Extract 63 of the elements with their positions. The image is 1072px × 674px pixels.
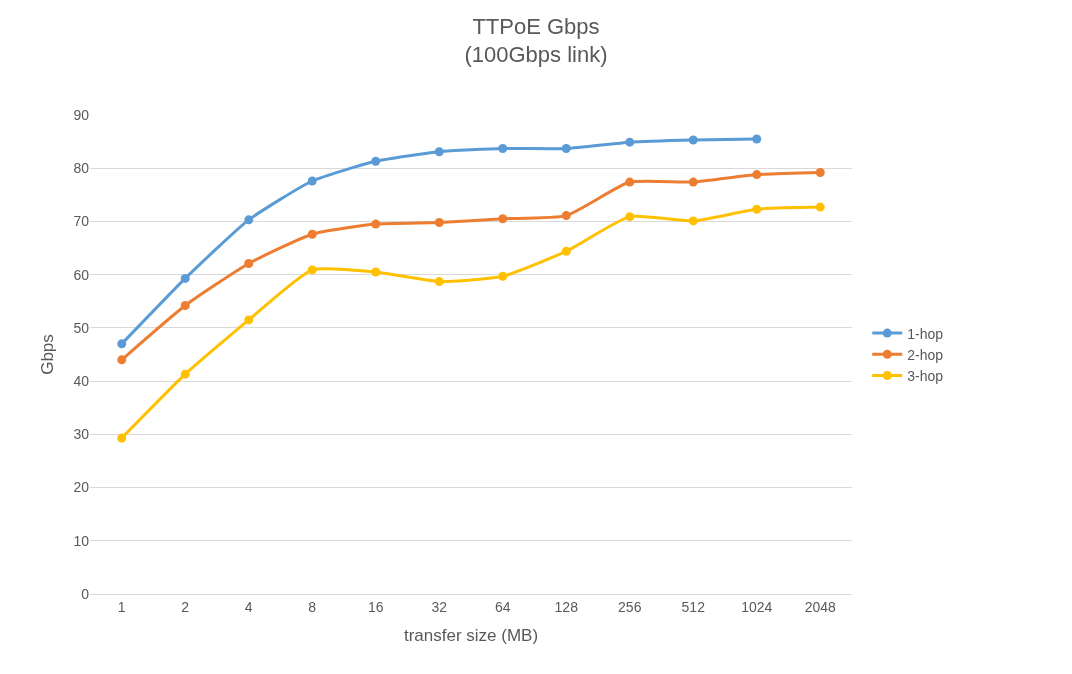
point bbox=[625, 177, 635, 187]
y-tick-label: 80 bbox=[73, 160, 90, 177]
y-tick-label: 70 bbox=[73, 213, 90, 230]
chart-title: TTPoE Gbps (100Gbps link) bbox=[464, 13, 608, 68]
x-tick-label: 256 bbox=[618, 598, 642, 615]
point bbox=[117, 433, 127, 443]
point bbox=[307, 265, 317, 275]
legend-label: 3-hop bbox=[907, 367, 944, 384]
y-tick-label: 20 bbox=[73, 479, 90, 496]
point bbox=[244, 215, 254, 225]
legend-label: 2-hop bbox=[907, 346, 944, 363]
point bbox=[244, 258, 254, 268]
point bbox=[307, 229, 317, 239]
point bbox=[688, 216, 698, 226]
point bbox=[561, 144, 571, 154]
point bbox=[434, 277, 444, 287]
point bbox=[625, 212, 635, 222]
y-tick-label: 40 bbox=[73, 373, 90, 390]
y-tick-label: 10 bbox=[73, 532, 90, 549]
point bbox=[561, 211, 571, 221]
point bbox=[752, 134, 762, 144]
point bbox=[498, 271, 508, 281]
y-tick-label: 60 bbox=[73, 266, 90, 283]
point bbox=[688, 135, 698, 145]
y-tick-label: 90 bbox=[73, 106, 90, 123]
x-tick-label: 1024 bbox=[741, 598, 773, 615]
point bbox=[371, 156, 381, 166]
legend-label: 1-hop bbox=[907, 325, 944, 342]
x-tick-label: 2048 bbox=[804, 598, 837, 615]
point bbox=[498, 214, 508, 224]
point bbox=[117, 355, 127, 365]
point bbox=[117, 339, 127, 349]
y-tick-label: 0 bbox=[81, 585, 90, 602]
point bbox=[244, 315, 254, 325]
x-tick-label: 32 bbox=[431, 598, 448, 615]
point bbox=[815, 167, 825, 177]
point bbox=[434, 218, 444, 228]
x-axis-title: transfer size (MB) bbox=[403, 626, 539, 646]
point bbox=[752, 170, 762, 180]
point bbox=[307, 176, 317, 186]
point bbox=[180, 273, 190, 283]
x-tick-label: 8 bbox=[308, 598, 317, 615]
y-tick-label: 30 bbox=[73, 426, 90, 443]
point bbox=[180, 301, 190, 311]
x-tick-label: 4 bbox=[244, 598, 253, 615]
x-tick-label: 16 bbox=[367, 598, 384, 615]
x-tick-label: 64 bbox=[494, 598, 511, 615]
point bbox=[180, 369, 190, 379]
x-tick-label: 1 bbox=[117, 598, 126, 615]
point bbox=[371, 219, 381, 229]
y-axis-title: Gbps bbox=[37, 334, 57, 375]
x-tick-label: 512 bbox=[681, 598, 706, 615]
point bbox=[815, 202, 825, 212]
y-tick-label: 50 bbox=[73, 319, 90, 336]
point bbox=[625, 137, 635, 147]
x-tick-label: 128 bbox=[554, 598, 579, 615]
point bbox=[434, 147, 444, 157]
x-tick-label: 2 bbox=[181, 598, 190, 615]
point bbox=[688, 177, 698, 187]
point bbox=[498, 144, 508, 154]
point bbox=[371, 267, 381, 277]
point bbox=[561, 246, 571, 256]
point bbox=[752, 204, 762, 214]
